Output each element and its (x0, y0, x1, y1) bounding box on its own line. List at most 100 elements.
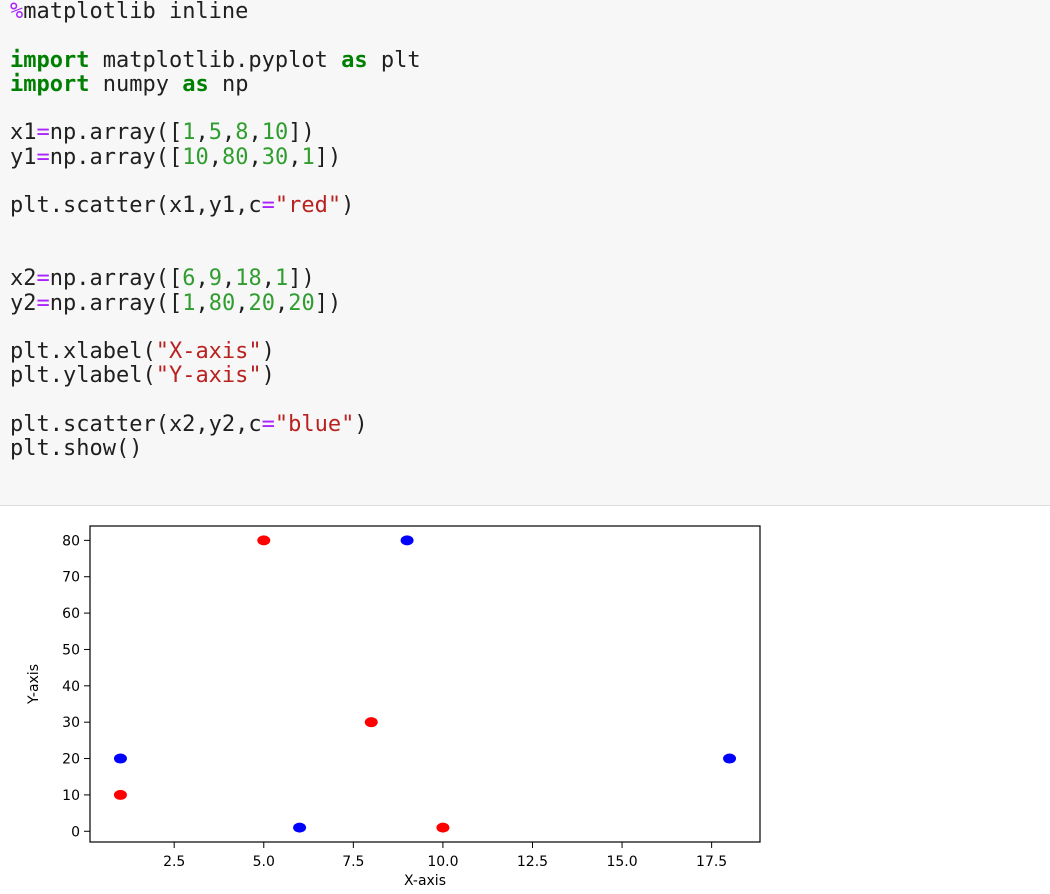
code-token: 8 (235, 120, 249, 146)
code-token: as (182, 71, 209, 97)
code-cell[interactable]: %matplotlib inline​import matplotlib.pyp… (0, 0, 1050, 506)
code-token: import (10, 71, 90, 97)
code-token: 10 (261, 120, 289, 146)
x-axis-label: X-axis (404, 873, 446, 889)
code-line: ​ (10, 316, 421, 340)
code-token: plt.show() (10, 436, 143, 462)
code-token: plt.xlabel( (10, 339, 156, 365)
code-token: , (221, 120, 236, 146)
x-tick-label: 17.5 (696, 854, 727, 870)
code-token: np.array([ (49, 120, 183, 146)
output-area: 0 10 20 30 40 50 60 70 80 2.5 5.0 7.5 10.0 12.5 15.0 1… (0, 506, 1050, 890)
code-token: 1 (301, 144, 315, 170)
code-token: , (195, 266, 209, 292)
code-line: ​ (10, 97, 421, 121)
x-tick-label: 2.5 (163, 854, 185, 870)
code-line: plt.xlabel("X-axis") (10, 340, 421, 364)
code-token: 18 (235, 266, 262, 292)
code-line: import numpy as np (10, 71, 421, 97)
code-token: np.array([ (49, 266, 183, 292)
code-token: "red" (274, 193, 342, 219)
code-token: = (36, 144, 50, 170)
data-points (113, 535, 737, 833)
y-axis-ticks: 0 10 20 30 40 50 60 70 80 (62, 533, 90, 840)
scatter-point-series-1 (257, 535, 271, 546)
code-token: import (10, 47, 90, 73)
code-token: 9 (208, 266, 222, 292)
code-line: import matplotlib.pyplot as plt (10, 47, 421, 73)
code-token: np.array([ (49, 144, 183, 170)
code-token: "blue" (274, 412, 355, 438)
code-token: y1 (10, 144, 37, 170)
scatter-point-series-2 (293, 822, 307, 833)
x-tick-label: 12.5 (517, 854, 548, 870)
x-axis-ticks: 2.5 5.0 7.5 10.0 12.5 15.0 17.5 (163, 842, 727, 870)
x-tick-label: 15.0 (606, 854, 637, 870)
plot-frame (89, 525, 761, 843)
code-token: ]) (288, 266, 315, 292)
x-tick-label: 5.0 (253, 854, 275, 870)
y-tick-label: 30 (62, 715, 80, 731)
code-line: ​ (10, 170, 421, 194)
y-tick-label: 80 (62, 533, 80, 549)
code-token: ]) (314, 290, 342, 316)
code-token: ) (354, 412, 368, 438)
scatter-point-series-1 (113, 789, 127, 800)
y-tick-label: 70 (62, 570, 80, 586)
code-token: plt.scatter(x1,y1,c (10, 193, 262, 219)
scatter-point-series-2 (400, 535, 414, 546)
y-tick-label: 50 (62, 642, 80, 658)
code-token: y2 (10, 290, 37, 316)
code-line: plt.ylabel("Y-axis") (10, 364, 421, 388)
code-token: = (261, 412, 275, 438)
code-line: ​ (10, 243, 421, 267)
code-token: np.array([ (49, 290, 183, 316)
scatter-point-series-2 (113, 753, 127, 764)
code-token: ]) (288, 120, 315, 146)
code-token: , (221, 266, 236, 292)
code-token: ) (261, 339, 275, 365)
x-tick-label: 10.0 (427, 854, 458, 870)
code-line: plt.show() (10, 437, 421, 461)
code-token: , (208, 144, 222, 170)
code-token: , (195, 290, 209, 316)
code-token: np (208, 71, 249, 97)
code-token: 20 (248, 290, 275, 316)
code-token: ) (341, 193, 355, 219)
code-token: = (36, 120, 50, 146)
code-token: 1 (182, 120, 196, 146)
code-token: ]) (314, 144, 342, 170)
code-line: x2=np.array([6,9,18,1]) (10, 267, 421, 291)
code-token: , (195, 120, 209, 146)
y-tick-label: 20 (62, 752, 80, 768)
y-tick-label: 60 (62, 606, 80, 622)
code-token: 6 (182, 266, 196, 292)
code-token: , (235, 290, 249, 316)
code-token: , (248, 144, 262, 170)
code-token: 1 (182, 290, 196, 316)
code-editor[interactable]: %matplotlib inline​import matplotlib.pyp… (10, 0, 421, 462)
y-tick-label: 0 (71, 824, 80, 840)
code-line: %matplotlib inline (10, 0, 421, 24)
code-token: 1 (274, 266, 289, 292)
code-token: x1 (10, 120, 37, 146)
code-line: ​ (10, 24, 421, 48)
code-token: = (261, 193, 275, 219)
code-token: x2 (10, 266, 37, 292)
y-tick-label: 40 (62, 679, 80, 695)
code-token: 80 (208, 290, 236, 316)
code-token: plt.scatter(x2,y2,c (10, 412, 262, 438)
scatter-chart: 0 10 20 30 40 50 60 70 80 2.5 5.0 7.5 10.0 12.5 15.0 1… (26, 525, 761, 889)
code-token: , (261, 266, 275, 292)
code-token: 5 (208, 120, 222, 146)
code-token: matplotlib inline (23, 0, 249, 24)
code-token: plt (367, 47, 421, 73)
code-line: plt.scatter(x1,y1,c="red") (10, 194, 421, 218)
code-token: , (248, 120, 262, 146)
code-token: 20 (288, 290, 315, 316)
code-line: y2=np.array([1,80,20,20]) (10, 290, 421, 316)
code-line: y1=np.array([10,80,30,1]) (10, 144, 421, 170)
y-tick-label: 10 (62, 788, 80, 804)
code-token: ) (261, 363, 275, 389)
code-token: 30 (261, 144, 289, 170)
